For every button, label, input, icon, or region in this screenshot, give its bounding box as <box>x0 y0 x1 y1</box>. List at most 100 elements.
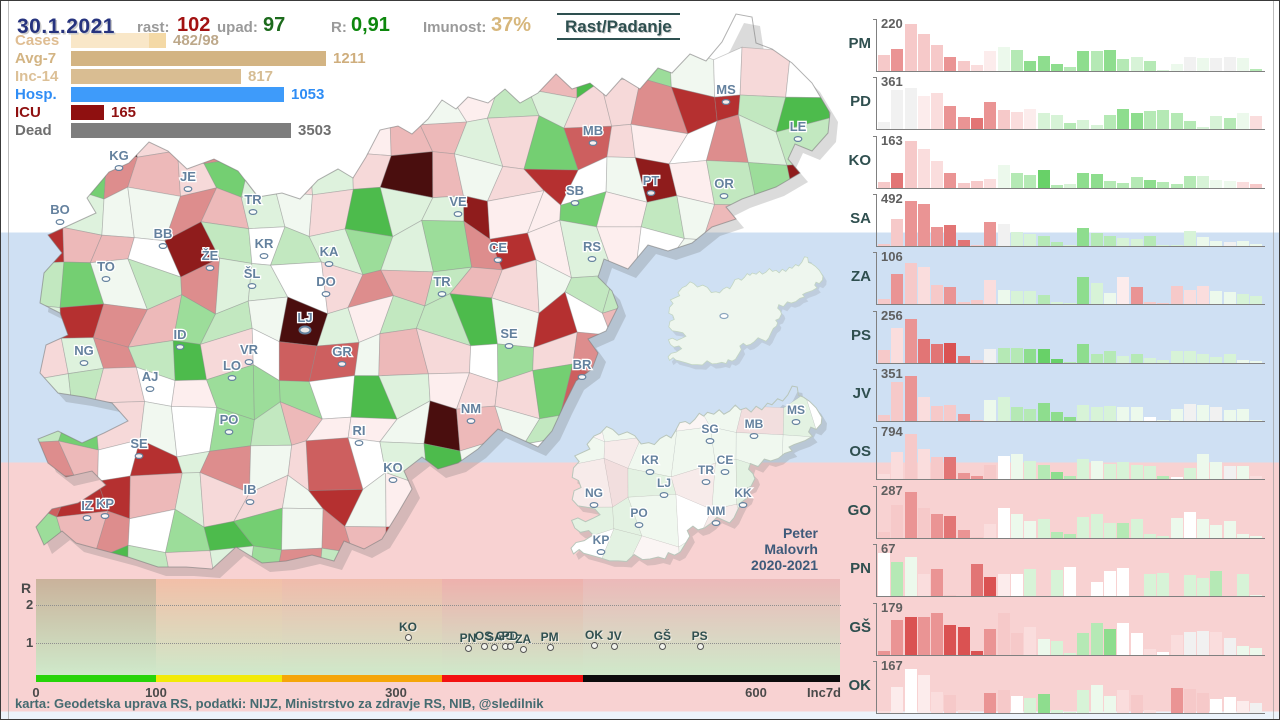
map-region-label: SG <box>700 421 720 445</box>
map-region-label: MS <box>786 402 806 426</box>
trend-chart-ok: OK 167 <box>849 658 1265 714</box>
map-region-label: RS <box>582 238 603 263</box>
scatter-label: PN <box>459 630 477 645</box>
svg-text:NM: NM <box>461 401 481 416</box>
trend-chart-max: 220 <box>881 16 903 31</box>
map-region-label: KP <box>591 532 611 555</box>
map-region-label: TR <box>243 191 264 216</box>
trend-chart-code: KO <box>848 151 872 169</box>
svg-text:IB: IB <box>244 482 257 497</box>
rast-label: rast: <box>137 19 170 36</box>
scatter-point-ko <box>405 634 412 642</box>
stats-label: Hosp. <box>15 86 57 103</box>
trend-chart-max: 492 <box>881 191 903 207</box>
scatter-label: OK <box>585 627 603 642</box>
trend-chart-max: 106 <box>881 249 903 265</box>
gridline-r2 <box>36 605 841 606</box>
stats-value: 165 <box>111 104 137 121</box>
map-region-label: SE <box>129 435 149 460</box>
trend-chart-gš: GŠ 179 <box>849 599 1265 656</box>
map-region-label: NG <box>584 485 604 509</box>
scatter-point-pn <box>465 644 472 652</box>
map-region-label: KG <box>108 147 130 172</box>
map-region-label: KA <box>318 243 340 268</box>
scatter-point-jv <box>611 642 619 650</box>
trend-chart-max: 794 <box>881 424 903 440</box>
svg-text:PO: PO <box>630 506 647 520</box>
scatter-point-gš <box>659 643 667 651</box>
scatter-label: PS <box>691 629 708 644</box>
trend-bars <box>878 136 1264 188</box>
svg-text:MB: MB <box>583 123 603 138</box>
trend-chart-max: 361 <box>881 74 903 90</box>
trend-chart-jv: JV 351 <box>853 366 1265 423</box>
map-region-label: PO <box>218 411 240 436</box>
scatter-label: JV <box>607 628 622 643</box>
svg-text:CE: CE <box>717 453 734 467</box>
svg-text:JE: JE <box>180 169 196 184</box>
svg-text:AJ: AJ <box>142 369 159 384</box>
map-region-label: SE <box>499 325 519 350</box>
trend-chart-code: PD <box>850 93 871 111</box>
upad-label: upad: <box>217 19 258 36</box>
header: 30.1.2021 rast: 102 upad: 97 R: 0,91 Imu… <box>1 13 861 47</box>
scatter-point-os <box>480 642 488 650</box>
x-tick-600: 600 <box>745 685 767 700</box>
map-region-label: PO <box>629 505 649 528</box>
stats-bar <box>71 51 326 66</box>
scatter-point-sa <box>491 643 499 651</box>
trend-chart-code: ZA <box>851 268 871 286</box>
svg-text:BO: BO <box>50 202 70 217</box>
map-region-label: IZ <box>80 497 94 521</box>
svg-text:TR: TR <box>244 192 262 207</box>
scatter-label: PD <box>501 629 519 644</box>
svg-text:NG: NG <box>585 486 603 500</box>
map-region-label: OR <box>713 175 736 200</box>
scatter-label: KO <box>399 620 417 635</box>
svg-text:KR: KR <box>641 453 659 467</box>
attribution-text: karta: Geodetska uprava RS, podatki: NIJ… <box>15 696 544 711</box>
svg-text:VE: VE <box>449 194 467 209</box>
map-region-label: BR <box>571 356 593 381</box>
scatter-point-ps <box>696 643 704 651</box>
svg-text:MS: MS <box>787 403 805 417</box>
r-value: 0,91 <box>351 14 390 36</box>
trend-chart-za: ZA 106 <box>851 249 1265 306</box>
trend-chart-code: OK <box>848 676 872 694</box>
svg-text:NM: NM <box>707 504 726 518</box>
author-signature: Peter Malovrh 2020-2021 <box>718 525 818 573</box>
stats-bar <box>71 105 104 120</box>
svg-text:KA: KA <box>320 244 339 259</box>
svg-text:CE: CE <box>489 240 507 255</box>
trend-chart-max: 179 <box>881 599 903 615</box>
scatter-label: OS <box>474 628 493 643</box>
trend-bars <box>878 252 1264 305</box>
map-region-label: RI <box>351 422 367 447</box>
scatter-label: GŠ <box>653 629 672 644</box>
trend-bars <box>878 311 1264 363</box>
svg-text:GR: GR <box>332 344 352 359</box>
trend-chart-code: OS <box>849 443 871 461</box>
map-region-label: JE <box>179 168 198 193</box>
svg-text:KP: KP <box>593 533 610 547</box>
trend-chart-code: GŠ <box>849 618 871 636</box>
map-region-label: IB <box>242 481 258 506</box>
stats-value: 817 <box>248 68 274 85</box>
map-region-label: GR <box>331 343 354 368</box>
map-region-label: VE <box>448 193 468 218</box>
trend-chart-code: PS <box>850 326 871 344</box>
map-region-label: LJ <box>296 309 314 335</box>
severity-strip <box>441 675 584 682</box>
svg-text:PO: PO <box>220 412 239 427</box>
trend-chart-code: JV <box>852 385 871 403</box>
left-frame-line <box>8 1 9 719</box>
map-region-label: BB <box>152 225 174 250</box>
r-vs-inc7d-chart: KO PN OS SA GO PD ZA PM OK JV GŠ PS <box>36 579 841 682</box>
trend-chart-pd: PD 361 <box>850 74 1265 131</box>
trend-chart-max: 67 <box>881 541 896 557</box>
rast-padanje-toggle[interactable]: Rast/Padanje <box>557 13 680 40</box>
imunost-value: 37% <box>491 14 532 36</box>
trend-bars <box>878 19 1264 71</box>
svg-text:SE: SE <box>500 326 518 341</box>
